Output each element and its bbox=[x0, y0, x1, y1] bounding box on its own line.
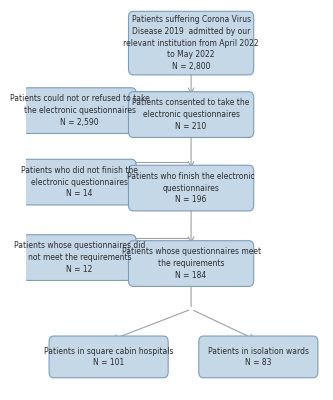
Text: Patients who did not finish the
electronic questionnaires
N = 14: Patients who did not finish the electron… bbox=[21, 166, 138, 198]
FancyBboxPatch shape bbox=[199, 336, 318, 378]
FancyBboxPatch shape bbox=[23, 88, 136, 134]
FancyBboxPatch shape bbox=[23, 235, 136, 280]
Text: Patients suffering Corona Virus
Disease 2019  admitted by our
relevant instituti: Patients suffering Corona Virus Disease … bbox=[123, 15, 259, 71]
FancyBboxPatch shape bbox=[129, 165, 254, 211]
FancyBboxPatch shape bbox=[129, 92, 254, 138]
Text: Patients in square cabin hospitals
N = 101: Patients in square cabin hospitals N = 1… bbox=[44, 346, 173, 367]
FancyBboxPatch shape bbox=[49, 336, 168, 378]
Text: Patients in isolation wards
N = 83: Patients in isolation wards N = 83 bbox=[208, 346, 309, 367]
Text: Patients could not or refused to take
the electronic questionnaires
N = 2,590: Patients could not or refused to take th… bbox=[10, 94, 150, 127]
FancyBboxPatch shape bbox=[129, 11, 254, 75]
Text: Patients whose questionnaires did
not meet the requirements
N = 12: Patients whose questionnaires did not me… bbox=[14, 241, 145, 274]
Text: Patients whose questionnaires meet
the requirements
N = 184: Patients whose questionnaires meet the r… bbox=[122, 247, 261, 280]
Text: Patients consented to take the
electronic questionnaires
N = 210: Patients consented to take the electroni… bbox=[133, 98, 250, 131]
FancyBboxPatch shape bbox=[129, 241, 254, 286]
FancyBboxPatch shape bbox=[23, 159, 136, 205]
Text: Patients who finish the electronic
questionnaires
N = 196: Patients who finish the electronic quest… bbox=[127, 172, 255, 204]
